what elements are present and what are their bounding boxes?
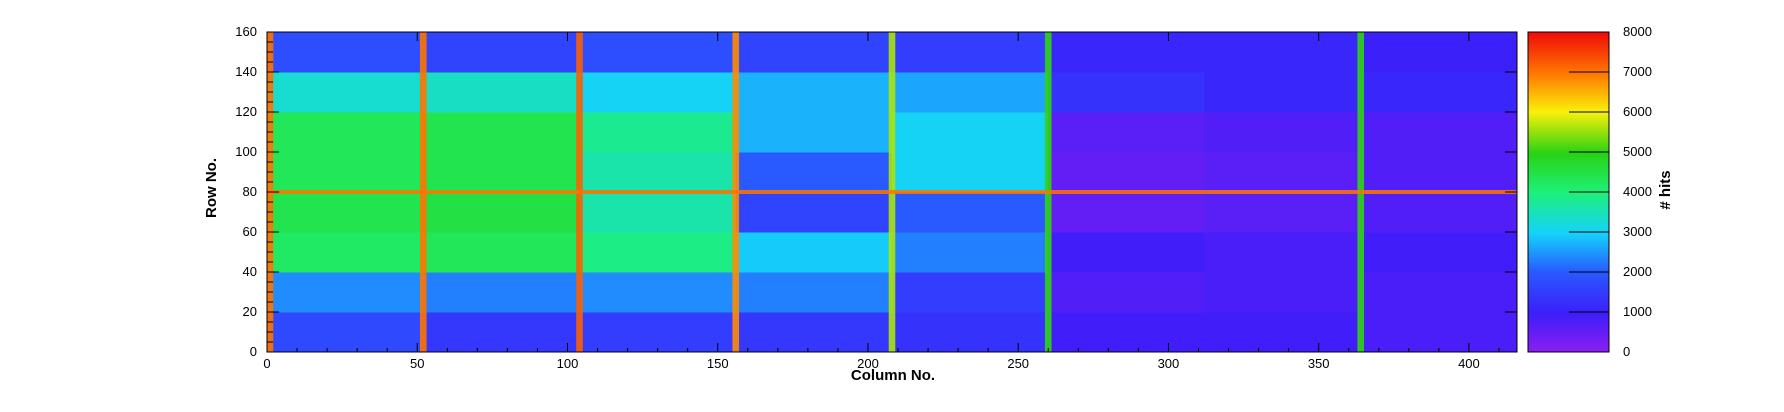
heatmap-cell [1048, 72, 1205, 113]
heatmap-cell [423, 192, 580, 233]
heatmap-cell [1361, 72, 1518, 113]
heatmap-cell [1205, 152, 1362, 193]
heatmap-cell [580, 32, 737, 73]
heatmap-cell [892, 272, 1049, 313]
heatmap-cell [267, 192, 424, 233]
heatmap-cell [1048, 32, 1205, 73]
colorbar-tick-label: 1000 [1623, 304, 1652, 319]
y-tick-label: 0 [250, 344, 257, 359]
hot-row [267, 190, 1517, 194]
heatmap-cell [1205, 312, 1362, 353]
y-tick-label: 100 [235, 144, 257, 159]
x-tick-label: 250 [1007, 356, 1029, 371]
heatmap-cell [736, 232, 893, 273]
heatmap-cell [1048, 152, 1205, 193]
heatmap-cell [1361, 152, 1518, 193]
heatmap-cell [267, 232, 424, 273]
heatmap-cell [1361, 232, 1518, 273]
heatmap-cell [1048, 232, 1205, 273]
x-tick-label: 400 [1458, 356, 1480, 371]
heatmap-cell [892, 152, 1049, 193]
x-tick-label: 100 [557, 356, 579, 371]
heatmap-cell [892, 112, 1049, 153]
heatmap-cell [736, 192, 893, 233]
heatmap-cell [267, 112, 424, 153]
colorbar-tick-label: 6000 [1623, 104, 1652, 119]
heatmap-cell [267, 32, 424, 73]
x-tick-label: 0 [263, 356, 270, 371]
heatmap-cell [1361, 32, 1518, 73]
colorbar-tick-label: 3000 [1623, 224, 1652, 239]
x-tick-label: 150 [707, 356, 729, 371]
heatmap-cell [736, 312, 893, 353]
heatmap-cell [1048, 192, 1205, 233]
x-tick-label: 300 [1158, 356, 1180, 371]
heatmap-cell [423, 152, 580, 193]
heatmap-cell [1048, 112, 1205, 153]
x-tick-label: 350 [1308, 356, 1330, 371]
y-tick-label: 160 [235, 24, 257, 39]
colorbar-tick-label: 2000 [1623, 264, 1652, 279]
heatmap-cell [1048, 272, 1205, 313]
heatmap-cell [423, 72, 580, 113]
heatmap-cell [736, 272, 893, 313]
heatmap-cell [892, 72, 1049, 113]
colorbar: 0 1000 2000 3000 4000 5000 6000 7000 8000 # hits [1528, 24, 1674, 359]
colorbar-tick-label: 0 [1623, 344, 1630, 359]
heatmap-cell [1205, 112, 1362, 153]
heatmap-cell [423, 112, 580, 153]
y-tick-label: 140 [235, 64, 257, 79]
heatmap-cell [892, 32, 1049, 73]
heatmap-cell [1205, 192, 1362, 233]
heatmap-cell [423, 272, 580, 313]
heatmap-cell [736, 72, 893, 113]
plot-area [267, 32, 1518, 353]
y-tick-label: 80 [243, 184, 257, 199]
heatmap-cell [423, 232, 580, 273]
y-axis-title: Row No. [203, 158, 220, 218]
colorbar-tick-label: 7000 [1623, 64, 1652, 79]
heatmap-cell [1361, 312, 1518, 353]
heatmap-cell [1361, 192, 1518, 233]
heatmap-cell [267, 312, 424, 353]
heatmap-cell [892, 312, 1049, 353]
heatmap-cell [736, 152, 893, 193]
x-tick-label: 50 [410, 356, 424, 371]
heatmap-cell [736, 32, 893, 73]
heatmap-cell [267, 72, 424, 113]
heatmap-cell [1361, 112, 1518, 153]
x-axis-title: Column No. [851, 367, 935, 384]
heatmap-cell [892, 192, 1049, 233]
heatmap-cell [267, 152, 424, 193]
y-tick-label: 40 [243, 264, 257, 279]
heatmap-cell [580, 152, 737, 193]
heatmap-cell [580, 192, 737, 233]
heatmap-cell [1205, 272, 1362, 313]
heatmap-cell [1205, 232, 1362, 273]
heatmap-cell [580, 272, 737, 313]
heatmap-cell [580, 312, 737, 353]
heatmap-cell [580, 112, 737, 153]
heatmap-cell [1205, 72, 1362, 113]
heatmap-cell [1205, 32, 1362, 73]
y-tick-label: 120 [235, 104, 257, 119]
heatmap-cell [736, 112, 893, 153]
colorbar-tick-label: 4000 [1623, 184, 1652, 199]
heatmap-cell [1048, 312, 1205, 353]
y-tick-label: 20 [243, 304, 257, 319]
heatmap-cell [267, 272, 424, 313]
heatmap-cell [580, 232, 737, 273]
heatmap-cell [580, 72, 737, 113]
heatmap-cell [423, 32, 580, 73]
heatmap-cell [1361, 272, 1518, 313]
heatmap-cell [892, 232, 1049, 273]
heatmap-cell [423, 312, 580, 353]
colorbar-title: # hits [1657, 170, 1674, 209]
colorbar-tick-label: 5000 [1623, 144, 1652, 159]
y-tick-label: 60 [243, 224, 257, 239]
colorbar-tick-label: 8000 [1623, 24, 1652, 39]
